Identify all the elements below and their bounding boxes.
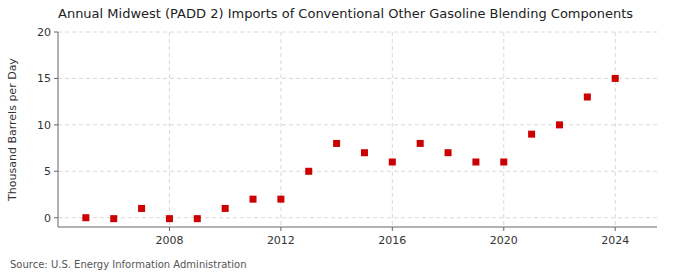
point (612, 75, 619, 82)
x-grid-line (392, 32, 393, 227)
x-tick (280, 227, 281, 231)
y-tick (54, 171, 58, 172)
point (138, 205, 145, 212)
y-axis-label: Thousand Barrels per Day (6, 58, 19, 202)
x-grid-line (169, 32, 170, 227)
grid (58, 32, 657, 227)
y-tick-label: 10 (37, 119, 51, 132)
point (82, 214, 89, 221)
x-grid-line (615, 32, 616, 227)
point (584, 94, 591, 101)
point (333, 140, 340, 147)
point (556, 121, 563, 128)
y-grid-line (58, 78, 657, 79)
y-tick (54, 78, 58, 79)
point (250, 196, 257, 203)
x-tick-label: 2016 (378, 234, 406, 247)
y-grid-line (58, 124, 657, 125)
point (277, 196, 284, 203)
y-tick-label: 20 (37, 26, 51, 39)
point (472, 159, 479, 166)
point (500, 159, 507, 166)
x-grid-line (503, 32, 504, 227)
y-tick-label: 15 (37, 72, 51, 85)
x-tick (169, 227, 170, 231)
y-grid-line (58, 217, 657, 218)
y-axis-line (58, 32, 59, 227)
y-tick-label: 0 (44, 212, 51, 225)
y-tick (54, 217, 58, 218)
x-tick (503, 227, 504, 231)
point (528, 131, 535, 138)
point (110, 215, 117, 222)
point (417, 140, 424, 147)
x-tick-label: 2012 (267, 234, 295, 247)
title: Annual Midwest (PADD 2) Imports of Conve… (58, 6, 633, 21)
point (166, 215, 173, 222)
x-axis-line (58, 227, 657, 228)
y-grid-line (58, 32, 657, 33)
chart: Annual Midwest (PADD 2) Imports of Conve… (0, 0, 675, 275)
point (305, 168, 312, 175)
y-tick-label: 5 (44, 165, 51, 178)
y-tick (54, 124, 58, 125)
y-grid-line (58, 171, 657, 172)
x-tick (615, 227, 616, 231)
x-tick (392, 227, 393, 231)
point (361, 149, 368, 156)
x-tick-label: 2024 (601, 234, 629, 247)
x-tick-label: 2008 (155, 234, 183, 247)
point (222, 205, 229, 212)
x-tick-label: 2020 (490, 234, 518, 247)
point (194, 215, 201, 222)
source: Source: U.S. Energy Information Administ… (10, 259, 247, 270)
point (445, 149, 452, 156)
point (389, 159, 396, 166)
y-tick (54, 32, 58, 33)
points (82, 75, 618, 222)
